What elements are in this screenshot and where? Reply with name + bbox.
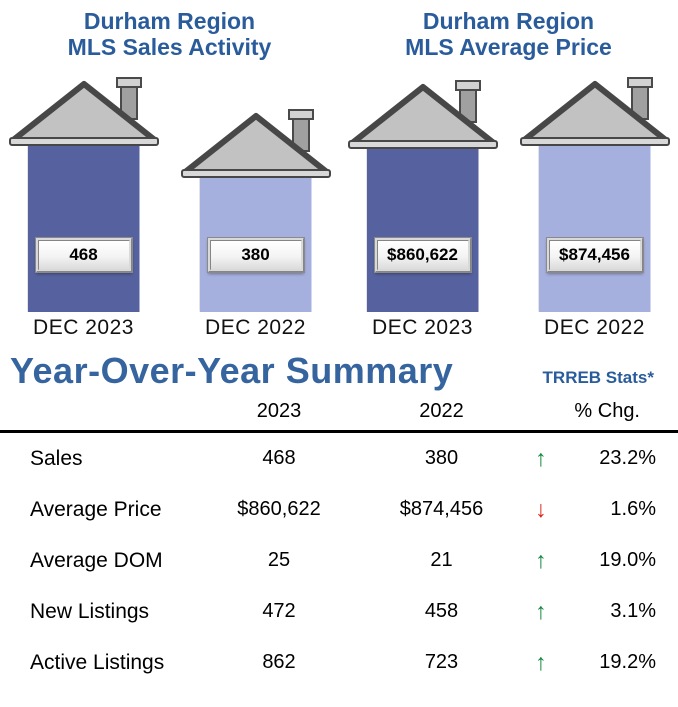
house-label: DEC 2023 — [33, 316, 134, 339]
summary-header: Year-Over-Year Summary TRREB Stats* — [0, 350, 678, 392]
up-arrow-icon: ↑ — [535, 598, 547, 624]
sales-houses: 468 DEC 2023 — [8, 64, 331, 340]
col-header-2023: 2023 — [256, 399, 302, 422]
pct-change-value: 19.2% — [599, 651, 656, 673]
chimney-icon — [626, 77, 653, 120]
house-roof-icon — [347, 80, 498, 149]
value-2022: $874,456 — [399, 498, 484, 520]
summary-column-headers: 2023 2022 % Chg. — [0, 392, 678, 430]
house-price-2023: $860,622 DEC 2023 — [347, 64, 498, 340]
sales-chart-title: Durham Region MLS Sales Activity — [68, 8, 272, 60]
price-chart-title-line1: Durham Region — [422, 8, 595, 34]
charts-section: Durham Region MLS Sales Activity — [0, 0, 678, 340]
house-price-2022: $874,456 DEC 2022 — [519, 64, 670, 340]
col-header-pct-chg: % Chg. — [574, 399, 640, 422]
value-2022: 723 — [424, 651, 459, 673]
house-value-box: $860,622 — [374, 238, 471, 272]
value-2022: 21 — [430, 549, 453, 571]
house-roof-icon — [8, 77, 159, 146]
pct-change-cell: ↓ 1.6% — [529, 498, 664, 521]
up-arrow-icon: ↑ — [535, 547, 547, 573]
summary-title: Year-Over-Year Summary — [10, 350, 454, 391]
sales-activity-chart: Durham Region MLS Sales Activity — [0, 8, 339, 340]
trreb-stats-label: TRREB Stats* — [542, 368, 654, 387]
sales-chart-title-line1: Durham Region — [83, 8, 256, 34]
house-roof-icon — [180, 109, 331, 178]
average-price-chart: Durham Region MLS Average Price — [339, 8, 678, 340]
price-houses: $860,622 DEC 2023 — [347, 64, 670, 340]
value-2023: 25 — [267, 549, 291, 571]
chimney-icon — [115, 77, 142, 120]
table-row: New Listings 472 458 ↑ 3.1% — [0, 586, 678, 637]
up-arrow-icon: ↑ — [535, 649, 547, 675]
table-row: Average Price $860,622 $874,456 ↓ 1.6% — [0, 484, 678, 535]
house-label: DEC 2022 — [205, 316, 306, 339]
house-sales-2023: 468 DEC 2023 — [8, 64, 159, 340]
down-arrow-icon: ↓ — [535, 496, 547, 522]
house-roof-icon — [519, 77, 670, 146]
row-label: Average DOM — [30, 548, 163, 572]
pct-change-cell: ↑ 19.2% — [529, 651, 664, 674]
pct-change-value: 19.0% — [599, 549, 656, 571]
house-value-box: 468 — [35, 238, 132, 272]
house-label: DEC 2022 — [544, 316, 645, 339]
year-over-year-summary: Year-Over-Year Summary TRREB Stats* 2023… — [0, 350, 678, 688]
value-2022: 458 — [424, 600, 459, 622]
value-2022: 380 — [424, 447, 459, 469]
pct-change-value: 3.1% — [610, 600, 656, 622]
table-row: Sales 468 380 ↑ 23.2% — [0, 433, 678, 484]
house-value-box: 380 — [207, 238, 304, 272]
house-label: DEC 2023 — [372, 316, 473, 339]
pct-change-value: 23.2% — [599, 447, 656, 469]
up-arrow-icon: ↑ — [535, 445, 547, 471]
row-label: Average Price — [30, 497, 162, 521]
price-chart-title: Durham Region MLS Average Price — [405, 8, 612, 60]
house-value-box: $874,456 — [546, 238, 643, 272]
house-sales-2022: 380 DEC 2022 — [180, 64, 331, 340]
value-2023: $860,622 — [237, 498, 321, 520]
table-row: Active Listings 862 723 ↑ 19.2% — [0, 637, 678, 688]
value-2023: 862 — [262, 651, 296, 673]
table-row: Average DOM 25 21 ↑ 19.0% — [0, 535, 678, 586]
value-2023: 472 — [262, 600, 296, 622]
price-chart-title-line2: MLS Average Price — [405, 34, 612, 60]
pct-change-cell: ↑ 19.0% — [529, 549, 664, 572]
pct-change-cell: ↑ 3.1% — [529, 600, 664, 623]
row-label: Active Listings — [30, 650, 165, 674]
row-label: Sales — [30, 446, 83, 470]
value-2023: 468 — [262, 447, 296, 469]
col-header-2022: 2022 — [419, 399, 464, 422]
header-divider — [0, 430, 678, 433]
sales-chart-title-line2: MLS Sales Activity — [67, 34, 272, 60]
row-label: New Listings — [30, 599, 150, 623]
chimney-icon — [454, 80, 481, 123]
pct-change-value: 1.6% — [610, 498, 656, 520]
pct-change-cell: ↑ 23.2% — [529, 447, 664, 470]
